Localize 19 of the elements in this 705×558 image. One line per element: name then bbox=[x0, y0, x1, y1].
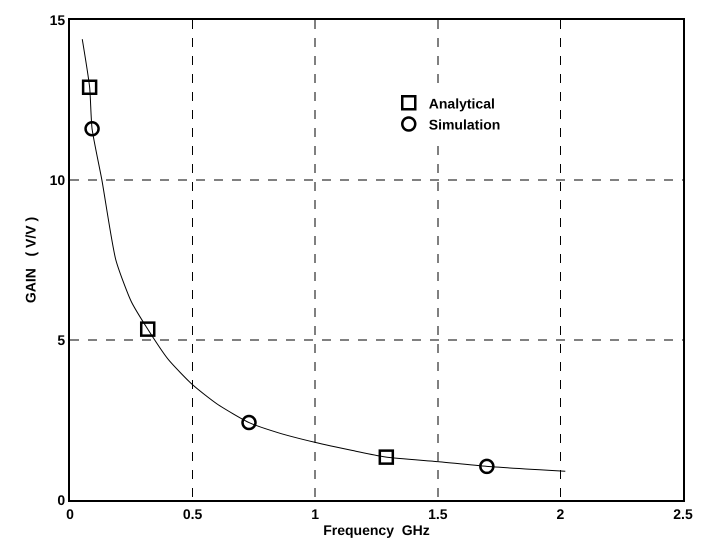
point bbox=[378, 449, 394, 465]
y-tick-label: 5 bbox=[57, 332, 66, 348]
x-tick-label: 0.5 bbox=[182, 506, 203, 522]
y-tick-label: 10 bbox=[50, 172, 66, 188]
legend-label: Analytical bbox=[428, 95, 495, 112]
y-tick-label: 0 bbox=[57, 492, 66, 508]
x-tick-label: 2 bbox=[556, 506, 564, 522]
y-axis-title: GAIN ( V/V ) bbox=[22, 216, 39, 304]
point bbox=[479, 458, 495, 474]
x-tick-label: 1.5 bbox=[428, 506, 448, 522]
point bbox=[241, 414, 257, 430]
x-axis-title: Frequency GHz bbox=[323, 522, 430, 538]
y-tick-label: 15 bbox=[50, 12, 66, 28]
point bbox=[84, 121, 100, 137]
legend-label: Simulation bbox=[428, 116, 500, 132]
x-tick-label: 1 bbox=[311, 506, 320, 522]
point bbox=[140, 321, 156, 337]
point bbox=[82, 79, 98, 95]
x-tick-label: 2.5 bbox=[673, 506, 693, 522]
